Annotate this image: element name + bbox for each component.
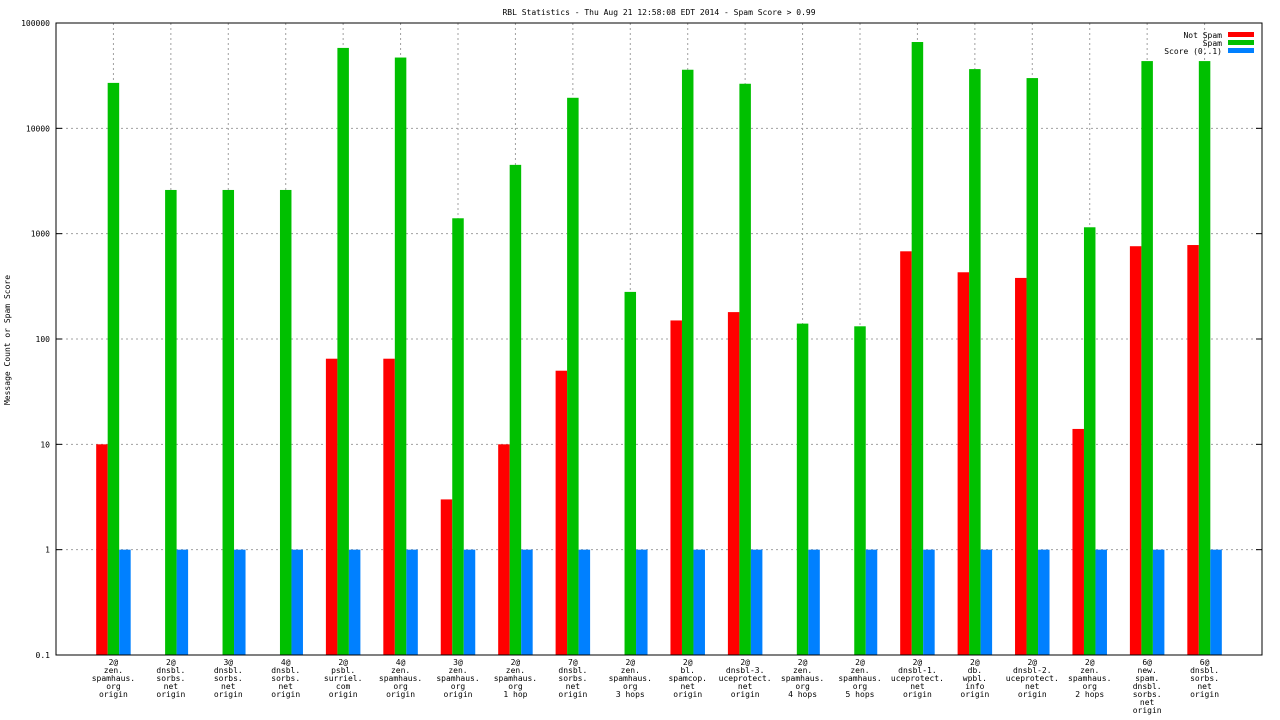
bar-score — [808, 549, 820, 655]
x-tick-labels: 2@ zen. spamhaus. org origin 2@ dnsbl. sorbs. ne… — [92, 658, 1219, 715]
bar-spam — [1083, 227, 1096, 655]
bar-score — [923, 549, 935, 655]
x-tick-label: 2@ psbl. surriel. com origin — [324, 658, 363, 699]
bar-not-spam — [670, 320, 682, 655]
bar-score — [636, 549, 648, 655]
bar-not-spam — [325, 358, 338, 655]
legend-swatch — [1228, 32, 1254, 37]
bar-not-spam — [383, 358, 395, 655]
x-tick-label: 2@ dnsbl. sorbs. net origin — [156, 658, 185, 699]
x-tick-label: 7@ dnsbl. sorbs. net origin — [558, 658, 587, 699]
bar-score — [291, 549, 303, 655]
legend-label: Spam — [1203, 39, 1222, 48]
bar-spam — [739, 83, 751, 655]
x-tick-label: 6@ new. spam. dnsbl. sorbs. net origin — [1133, 658, 1162, 715]
bar-spam — [222, 189, 235, 655]
legend-swatch — [1228, 40, 1254, 45]
bar-spam — [1026, 78, 1039, 656]
bar-not-spam — [1187, 245, 1199, 655]
bar-not-spam — [1015, 277, 1027, 655]
bars — [96, 42, 1222, 656]
bar-score — [1095, 549, 1107, 655]
bar-spam — [1198, 61, 1211, 656]
bar-score — [119, 549, 131, 655]
x-tick-label: 2@ zen. spamhaus. org 4 hops — [781, 658, 824, 699]
bar-not-spam — [727, 312, 740, 655]
bar-not-spam — [440, 499, 453, 655]
bar-spam — [1141, 61, 1153, 656]
x-tick-label: 4@ dnsbl. sorbs. net origin — [271, 658, 300, 699]
bar-score — [1038, 549, 1050, 655]
y-tick-label: 1 — [45, 546, 50, 555]
x-tick-label: 2@ dnsbl-1. uceprotect. net origin — [891, 658, 944, 699]
bar-score — [406, 549, 418, 655]
bar-spam — [394, 57, 407, 656]
x-tick-label: 4@ zen. spamhaus. org origin — [379, 658, 422, 699]
bar-score — [1210, 549, 1222, 655]
bar-spam — [279, 189, 292, 655]
y-tick-label: 100 — [36, 335, 51, 344]
legend-swatch — [1228, 48, 1254, 53]
bar-spam — [911, 42, 924, 655]
bar-not-spam — [1072, 428, 1084, 655]
legend-label: Not Spam — [1183, 31, 1222, 40]
bar-spam — [509, 164, 522, 655]
bar-score — [521, 549, 533, 655]
x-tick-label: 2@ dnsbl-3. uceprotect. net origin — [719, 658, 772, 699]
bar-spam — [452, 218, 464, 655]
bar-score — [234, 549, 246, 655]
y-tick-label: 1000 — [31, 230, 50, 239]
y-tick-labels: 0.1 1 10 100 1000 10000 100000 — [21, 19, 50, 660]
x-tick-label: 2@ db. wpbl. info origin — [960, 658, 989, 699]
bar-score — [980, 549, 993, 655]
bar-score — [1152, 549, 1165, 655]
bar-spam — [567, 97, 579, 655]
bar-not-spam — [555, 370, 568, 655]
bar-spam — [337, 47, 349, 655]
bar-spam — [969, 69, 981, 655]
x-tick-label: 2@ dnsbl-2. uceprotect. net origin — [1006, 658, 1059, 699]
y-axis-label: Message Count or Spam Score — [3, 275, 12, 405]
bar-not-spam — [900, 251, 912, 655]
x-tick-label: 2@ zen. spamhaus. org 2 hops — [1068, 658, 1111, 699]
bar-spam — [107, 82, 120, 655]
bar-spam — [681, 69, 694, 655]
x-tick-label: 2@ zen. spamhaus. org origin — [92, 658, 135, 699]
chart-title: RBL Statistics - Thu Aug 21 12:58:08 EDT… — [502, 8, 815, 17]
bar-not-spam — [1129, 246, 1142, 656]
bar-score — [176, 549, 189, 655]
x-tick-label: 2@ zen. spamhaus. org 3 hops — [609, 658, 652, 699]
bar-not-spam — [96, 444, 108, 655]
bar-not-spam — [957, 272, 970, 655]
x-tick-label: 6@ dnsbl. sorbs. net origin — [1190, 658, 1219, 699]
bar-spam — [854, 326, 866, 655]
bar-score — [693, 549, 705, 655]
y-tick-label: 100000 — [21, 19, 50, 28]
x-tick-label: 2@ bl. spamcop. net origin — [668, 658, 707, 699]
y-tick-label: 0.1 — [36, 651, 51, 660]
bar-score — [578, 549, 591, 655]
y-tick-label: 10000 — [26, 124, 50, 133]
bar-score — [865, 549, 878, 655]
bar-score — [463, 549, 476, 655]
x-tick-label: 2@ zen. spamhaus. org 5 hops — [838, 658, 881, 699]
x-tick-label: 3@ dnsbl. sorbs. net origin — [214, 658, 243, 699]
bar-spam — [796, 323, 809, 655]
bar-spam — [624, 291, 637, 655]
y-tick-label: 10 — [40, 440, 50, 449]
x-tick-label: 2@ zen. spamhaus. org 1 hop — [494, 658, 537, 699]
bar-spam — [165, 189, 177, 655]
bar-not-spam — [498, 444, 510, 655]
plot-border — [55, 22, 1263, 656]
x-tick-label: 3@ zen. spamhaus. org origin — [436, 658, 479, 699]
bar-score — [348, 549, 361, 655]
legend-label: Score (0..1) — [1164, 47, 1222, 56]
bar-score — [750, 549, 763, 655]
